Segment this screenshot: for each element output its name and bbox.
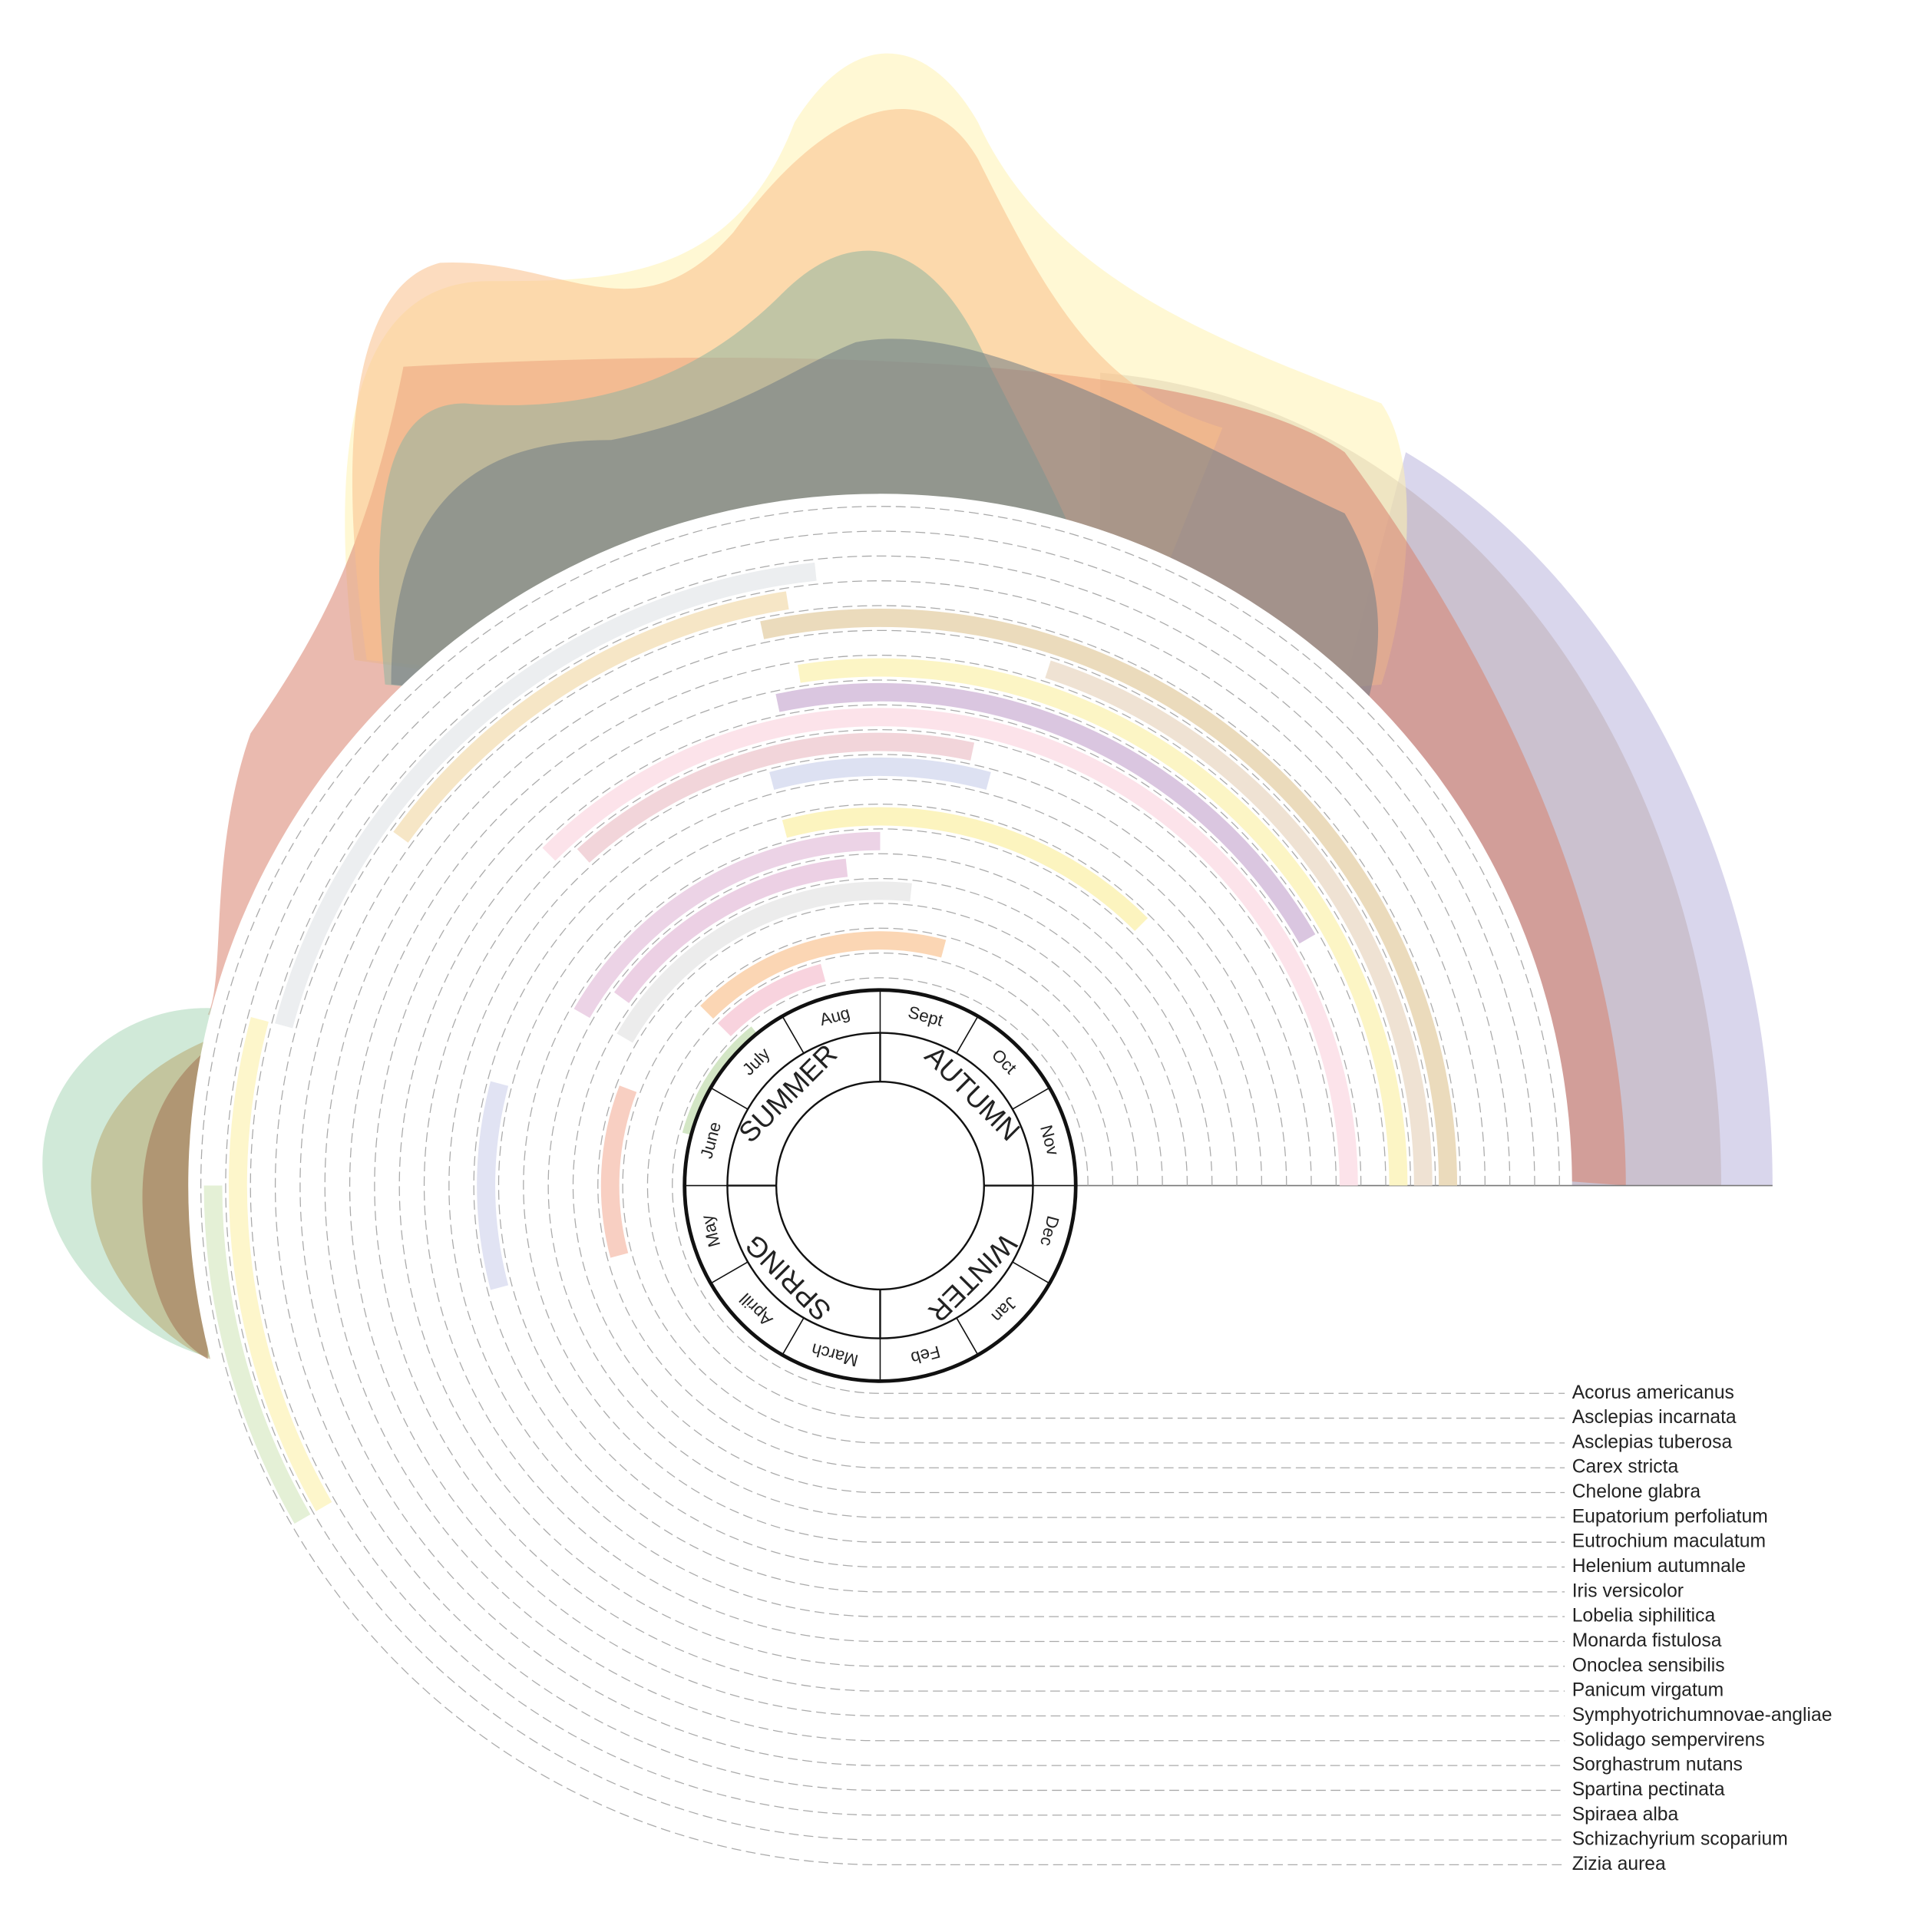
bloom-band bbox=[718, 963, 826, 1037]
bloom-band bbox=[477, 1081, 509, 1290]
species-label: Chelone glabra bbox=[1572, 1481, 1701, 1502]
bloom-band bbox=[393, 591, 789, 843]
species-label: Lobelia siphilitica bbox=[1572, 1606, 1716, 1627]
bloom-band bbox=[600, 1085, 637, 1258]
species-label: Spiraea alba bbox=[1572, 1804, 1679, 1825]
bloom-band bbox=[760, 608, 1458, 1186]
track-line bbox=[299, 605, 1565, 1766]
track-line bbox=[523, 828, 1565, 1543]
bloom-band bbox=[616, 881, 912, 1043]
species-label: Onoclea sensibilis bbox=[1572, 1655, 1725, 1676]
month-divider bbox=[782, 1317, 805, 1356]
species-label: Solidago sempervirens bbox=[1572, 1729, 1765, 1750]
month-divider bbox=[710, 1087, 749, 1110]
month-divider bbox=[782, 1016, 805, 1054]
species-label: Eutrochium maculatum bbox=[1572, 1531, 1766, 1552]
bloom-band bbox=[769, 758, 991, 791]
track-line bbox=[448, 754, 1565, 1617]
bloom-band bbox=[782, 807, 1148, 931]
track-line bbox=[398, 704, 1565, 1667]
species-label: Panicum virgatum bbox=[1572, 1680, 1724, 1701]
bloom-band bbox=[798, 658, 1408, 1186]
track-line bbox=[324, 629, 1565, 1742]
track-line bbox=[572, 877, 1565, 1494]
track-line bbox=[250, 555, 1565, 1816]
month-divider bbox=[710, 1261, 749, 1284]
species-label: Carex stricta bbox=[1572, 1457, 1679, 1478]
species-label: Sorghastrum nutans bbox=[1572, 1755, 1743, 1775]
species-label: Schizachyrium scoparium bbox=[1572, 1829, 1788, 1850]
month-divider bbox=[1012, 1261, 1050, 1284]
month-divider bbox=[956, 1016, 979, 1054]
track-line bbox=[646, 952, 1565, 1419]
species-label: Eupatorium perfoliatum bbox=[1572, 1506, 1768, 1527]
species-label: Symphyotrichumnovae-angliae bbox=[1572, 1705, 1833, 1726]
bloom-band bbox=[275, 562, 817, 1029]
bloom-band bbox=[700, 931, 947, 1019]
bloom-band bbox=[613, 858, 848, 1003]
month-divider bbox=[956, 1317, 979, 1356]
track-line bbox=[547, 853, 1565, 1518]
species-label: Zizia aurea bbox=[1572, 1854, 1666, 1874]
track-line bbox=[473, 778, 1565, 1593]
bloom-band bbox=[573, 831, 881, 1019]
bloom-band bbox=[228, 1016, 332, 1511]
bloom-band bbox=[203, 1185, 311, 1524]
track-line bbox=[497, 803, 1565, 1568]
track-line bbox=[374, 679, 1565, 1692]
bloom-band bbox=[577, 732, 975, 863]
bloom-band bbox=[775, 683, 1316, 944]
species-label: Spartina pectinata bbox=[1572, 1779, 1725, 1800]
bloom-band bbox=[542, 708, 1358, 1186]
species-label: Monarda fistulosa bbox=[1572, 1630, 1722, 1651]
species-label: Acorus americanus bbox=[1572, 1382, 1734, 1403]
track-line bbox=[423, 728, 1565, 1643]
month-divider bbox=[1012, 1087, 1050, 1110]
species-label: Helenium autumnale bbox=[1572, 1556, 1746, 1577]
species-label: Asclepias tuberosa bbox=[1572, 1432, 1733, 1452]
species-label: Iris versicolor bbox=[1572, 1580, 1684, 1601]
bloom-band bbox=[1045, 660, 1433, 1186]
track-line bbox=[622, 927, 1565, 1444]
track-line bbox=[225, 530, 1565, 1841]
species-label: Asclepias incarnata bbox=[1572, 1407, 1737, 1428]
